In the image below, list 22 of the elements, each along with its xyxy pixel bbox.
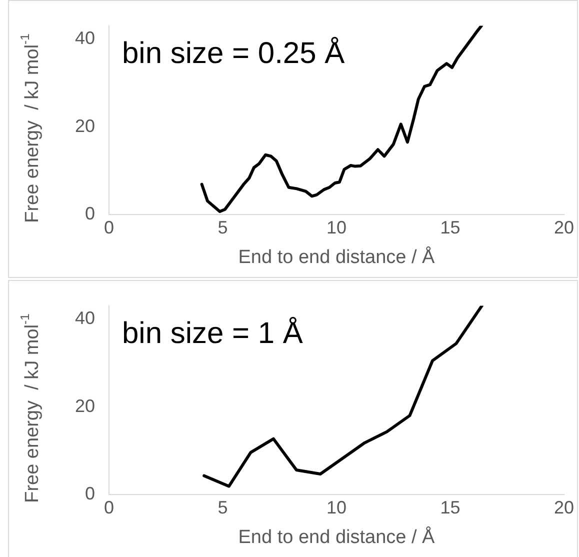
y-tick-label: 40	[74, 28, 95, 48]
x-tick-label: 20	[554, 497, 574, 518]
x-tick-label: 20	[554, 217, 574, 238]
x-tick-label: 5	[218, 497, 228, 518]
x-tick-label: 0	[104, 497, 114, 518]
y-tick-label: 20	[74, 116, 95, 136]
x-tick-label: 15	[440, 497, 460, 518]
y-tick-label: 20	[74, 396, 95, 416]
annotation: bin size = 0.25 Å	[122, 36, 345, 70]
y-tick-label: 40	[74, 308, 95, 328]
y-tick-label: 0	[84, 204, 95, 224]
x-tick-label: 15	[440, 217, 460, 238]
y-axis-title: Free energy / kJ mol-1	[18, 33, 44, 223]
x-tick-label: 10	[326, 217, 347, 238]
annotation: bin size = 1 Å	[122, 316, 303, 350]
y-axis-title: Free energy / kJ mol-1	[18, 313, 44, 503]
x-tick-label: 0	[104, 217, 114, 238]
x-tick-label: 10	[326, 497, 347, 518]
x-tick-label: 5	[218, 217, 228, 238]
x-axis-title: End to end distance / Å	[238, 246, 436, 268]
y-tick-label: 0	[84, 484, 95, 504]
x-axis-title: End to end distance / Å	[238, 526, 436, 548]
